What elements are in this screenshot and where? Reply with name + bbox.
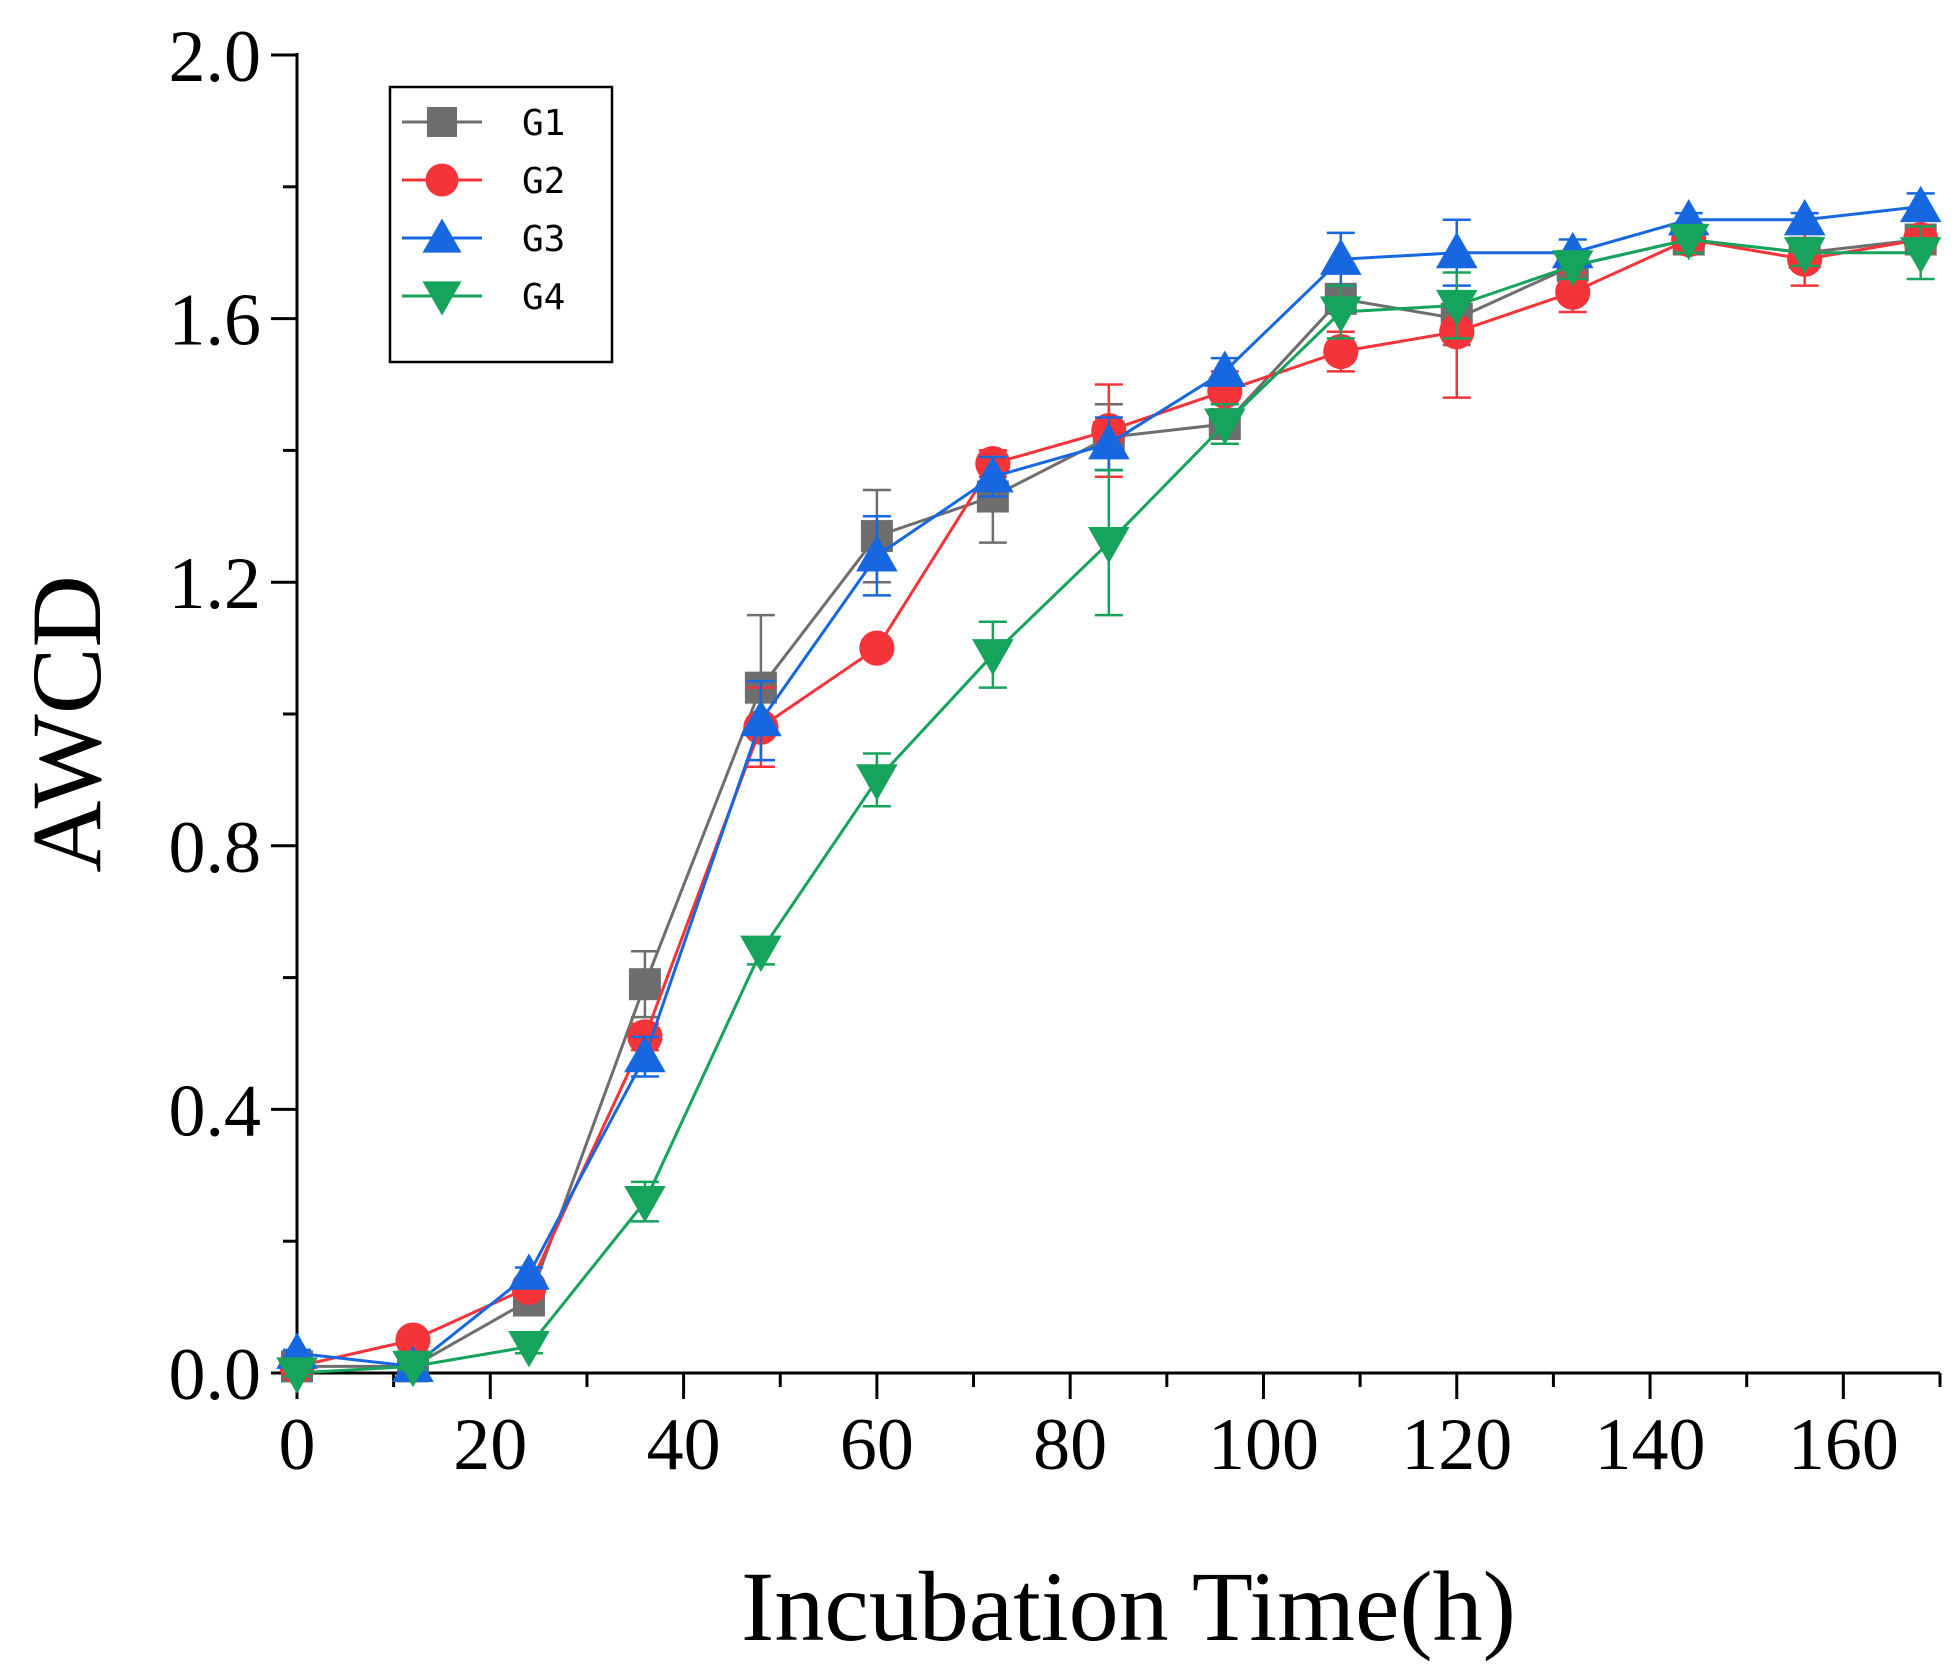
triangle-down-marker	[276, 1357, 318, 1394]
series-g3	[276, 185, 1942, 1383]
x-tick-label: 140	[1595, 1404, 1706, 1486]
triangle-up-marker	[740, 699, 782, 737]
x-tick-label: 0	[279, 1404, 316, 1486]
x-axis-title: Incubation Time(h)	[741, 1551, 1516, 1662]
x-tick-label: 120	[1401, 1404, 1512, 1486]
x-tick-label: 20	[453, 1404, 527, 1486]
y-tick-label: 0.0	[169, 1334, 262, 1416]
triangle-up-marker	[1899, 185, 1942, 223]
x-tick-label: 60	[840, 1404, 914, 1486]
triangle-up-marker	[422, 218, 462, 253]
legend-label: G1	[522, 103, 565, 144]
square-marker	[628, 968, 661, 1001]
legend-label: G3	[522, 219, 565, 260]
triangle-up-marker	[1783, 198, 1826, 236]
legend-item-g1: G1	[402, 103, 565, 144]
series-g4	[276, 223, 1942, 1394]
triangle-down-marker	[392, 1350, 434, 1388]
legend-item-g2: G2	[402, 161, 565, 202]
y-tick-label: 2.0	[169, 16, 262, 98]
triangle-down-marker	[1551, 250, 1594, 287]
triangle-down-marker	[1899, 237, 1942, 274]
y-ticks	[271, 53, 297, 1375]
triangle-up-marker	[508, 1253, 550, 1290]
x-ticks	[295, 1373, 1942, 1399]
triangle-down-marker	[422, 281, 462, 316]
x-tick-label: 100	[1208, 1404, 1319, 1486]
circle-marker	[425, 163, 459, 197]
y-axis-title: AWCD	[11, 575, 122, 873]
y-tick-label: 1.2	[169, 543, 262, 625]
x-tick-label: 160	[1788, 1404, 1899, 1486]
circle-marker	[1323, 333, 1359, 370]
square-marker	[427, 107, 457, 137]
triangle-up-marker	[1319, 238, 1362, 275]
triangle-down-marker	[1783, 237, 1826, 274]
y-tick-label: 1.6	[169, 280, 262, 362]
triangle-up-marker	[1088, 423, 1130, 460]
y-tick-label: 0.4	[169, 1070, 262, 1152]
triangle-down-marker	[1088, 527, 1130, 564]
series-line	[296, 205, 1921, 1368]
triangle-down-marker	[1319, 296, 1362, 333]
circle-marker	[395, 1322, 431, 1358]
triangle-down-marker	[1667, 223, 1710, 261]
triangle-down-marker	[740, 935, 782, 973]
triangle-down-marker	[1204, 408, 1246, 445]
triangle-down-marker	[856, 764, 898, 801]
legend-box	[388, 85, 614, 364]
triangle-down-marker	[1435, 289, 1478, 327]
legend-item-g4: G4	[402, 277, 565, 318]
legend-label: G4	[522, 277, 565, 318]
series-g2	[279, 221, 1939, 1385]
triangle-down-marker	[624, 1186, 666, 1223]
x-tick-label: 40	[647, 1404, 721, 1486]
triangle-up-marker	[624, 1035, 666, 1073]
legend: G1 G2 G3 G4	[388, 85, 614, 364]
triangle-up-marker	[972, 455, 1014, 493]
y-tick-label: 0.8	[169, 807, 262, 889]
triangle-up-marker	[1435, 231, 1478, 269]
triangle-down-marker	[972, 639, 1014, 676]
x-tick-label: 80	[1033, 1404, 1107, 1486]
circle-marker	[1555, 274, 1591, 310]
legend-label: G2	[522, 161, 565, 202]
triangle-down-marker	[508, 1331, 550, 1368]
triangle-up-marker	[856, 535, 898, 572]
legend-item-g3: G3	[402, 218, 565, 260]
circle-marker	[859, 630, 895, 666]
triangle-up-marker	[1204, 350, 1246, 387]
